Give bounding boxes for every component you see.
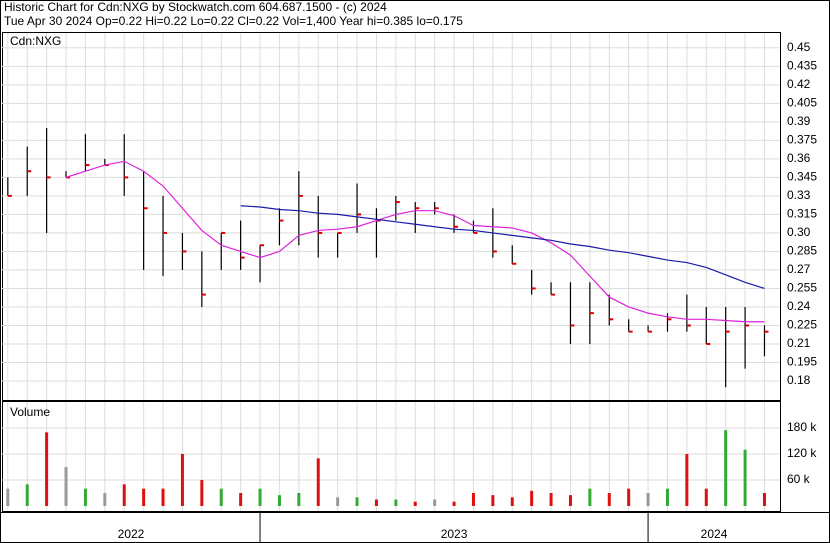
panel-label: Cdn:NXG	[10, 34, 61, 48]
y-tick-label: 0.33	[787, 188, 811, 202]
moving-average	[65, 160, 765, 323]
moving-average	[240, 205, 765, 290]
volume-bar	[510, 497, 514, 506]
volume-bar	[103, 493, 107, 506]
volume-bar	[685, 454, 689, 506]
y-tick-label: 0.27	[787, 262, 811, 276]
y-tick-label: 0.375	[787, 133, 817, 147]
volume-bar	[25, 484, 29, 506]
volume-bar	[142, 488, 146, 506]
chart-subtitle: Tue Apr 30 2024 Op=0.22 Hi=0.22 Lo=0.22 …	[4, 14, 463, 28]
volume-bar	[413, 501, 417, 506]
volume-bar	[297, 493, 301, 506]
volume-bar	[588, 488, 592, 506]
volume-bar	[336, 497, 340, 506]
volume-bar	[607, 493, 611, 506]
x-tick-label: 2023	[441, 527, 468, 541]
panel-label: Volume	[10, 405, 50, 419]
y-tick-label: 0.24	[787, 299, 811, 313]
volume-bar	[277, 495, 281, 506]
y-tick-label: 0.39	[787, 114, 811, 128]
y-tick-label: 0.45	[787, 40, 811, 54]
volume-bar	[452, 501, 456, 506]
volume-bar	[122, 484, 126, 506]
y-tick-label: 0.225	[787, 318, 817, 332]
volume-bar	[743, 449, 747, 506]
volume-bar	[646, 493, 650, 506]
y-tick-label: 0.18	[787, 373, 811, 387]
x-tick-label: 2022	[118, 527, 145, 541]
volume-bar	[491, 495, 495, 506]
y-tick-label: 0.435	[787, 58, 817, 72]
volume-bar	[665, 488, 669, 506]
y-tick-label: 0.285	[787, 244, 817, 258]
volume-bar	[180, 454, 184, 506]
volume-bar	[374, 499, 378, 506]
y-tick-label: 0.195	[787, 355, 817, 369]
chart-title: Historic Chart for Cdn:NXG by Stockwatch…	[4, 0, 387, 14]
volume-bar	[316, 458, 320, 506]
y-tick-label: 60 k	[787, 472, 811, 486]
volume-bar	[762, 493, 766, 506]
volume-bar	[219, 488, 223, 506]
volume-bar	[6, 488, 10, 506]
y-tick-label: 0.42	[787, 77, 811, 91]
volume-bar	[45, 432, 49, 506]
volume-bar	[471, 493, 475, 506]
volume-bar	[433, 499, 437, 506]
volume-panel	[2, 401, 781, 512]
volume-bar	[627, 488, 631, 506]
y-tick-label: 180 k	[787, 420, 817, 434]
volume-bar	[83, 488, 87, 506]
y-tick-label: 0.21	[787, 336, 811, 350]
x-tick-label: 2024	[701, 527, 728, 541]
volume-bar	[549, 493, 553, 506]
volume-bar	[394, 499, 398, 506]
volume-bar	[161, 488, 165, 506]
volume-bar	[530, 490, 534, 506]
volume-bar	[568, 495, 572, 506]
y-tick-label: 0.255	[787, 281, 817, 295]
volume-bar	[239, 493, 243, 506]
price-panel	[2, 32, 781, 401]
y-tick-label: 0.36	[787, 151, 811, 165]
y-tick-label: 120 k	[787, 446, 817, 460]
volume-bar	[258, 488, 262, 506]
volume-bar	[704, 488, 708, 506]
y-tick-label: 0.345	[787, 170, 817, 184]
volume-bar	[64, 467, 68, 506]
volume-bar	[355, 497, 359, 506]
volume-bar	[200, 480, 204, 506]
y-tick-label: 0.405	[787, 96, 817, 110]
volume-bar	[724, 430, 728, 506]
y-tick-label: 0.315	[787, 207, 817, 221]
y-tick-label: 0.30	[787, 225, 811, 239]
